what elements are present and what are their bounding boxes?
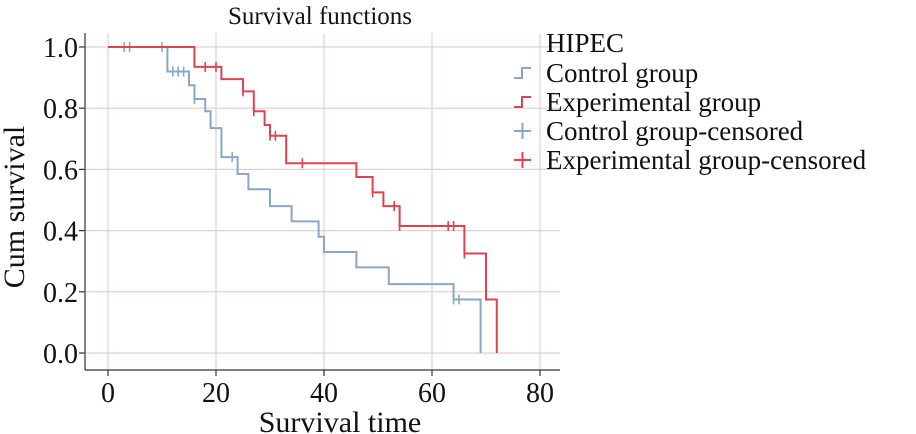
legend-swatch-step [514, 96, 531, 108]
x-tick-label: 80 [526, 378, 554, 409]
y-tick-label: 0.6 [43, 155, 78, 186]
survival-curve [108, 46, 498, 353]
y-tick-label: 0.8 [43, 94, 78, 125]
legend-swatch-step [514, 67, 531, 79]
y-tick-label: 0.2 [43, 278, 78, 309]
legend-label: Control group [546, 58, 698, 88]
x-tick-label: 40 [310, 378, 338, 409]
series [108, 42, 498, 353]
x-axis-label: Survival time [259, 406, 421, 434]
legend-label: Experimental group-censored [546, 145, 867, 175]
legend-label: Experimental group [546, 87, 761, 117]
axes [84, 33, 560, 371]
survival-curve [108, 46, 482, 353]
y-tick-label: 1.0 [43, 33, 78, 64]
legend-label: Control group-censored [546, 116, 804, 146]
legend-swatch-censor [514, 152, 531, 168]
y-axis-label: Cum survival [0, 126, 31, 289]
legend-title: HIPEC [546, 28, 624, 58]
tick-labels: 0 20 40 60 80 0.0 0.2 0.4 0.6 0.8 1.0 [43, 33, 554, 409]
x-tick-label: 0 [101, 378, 115, 409]
x-tick-label: 60 [418, 378, 446, 409]
chart-title: Survival functions [228, 3, 412, 30]
legend-swatch-censor [514, 123, 531, 139]
grid [85, 33, 560, 370]
y-tick-label: 0.0 [43, 339, 78, 370]
x-tick-label: 20 [202, 378, 230, 409]
y-tick-label: 0.4 [43, 217, 78, 248]
